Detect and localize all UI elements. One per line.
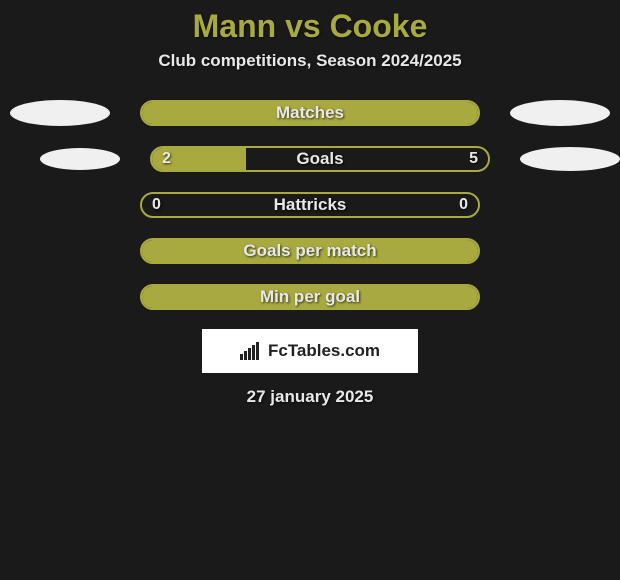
stat-row-goals: 2 Goals 5: [0, 145, 620, 173]
comparison-infographic: Mann vs Cooke Club competitions, Season …: [0, 0, 620, 407]
right-oval: [520, 147, 620, 171]
bars-icon: [240, 342, 262, 360]
footer-date: 27 january 2025: [0, 387, 620, 407]
page-title: Mann vs Cooke: [0, 8, 620, 45]
stat-row-hattricks: 0 Hattricks 0: [0, 191, 620, 219]
stat-bar: Goals per match: [140, 238, 480, 264]
left-spacer: [10, 284, 110, 310]
right-spacer: [510, 192, 610, 218]
stat-label: Min per goal: [142, 286, 478, 308]
left-spacer: [10, 238, 110, 264]
stat-label: Matches: [142, 102, 478, 124]
left-oval: [10, 100, 110, 126]
right-spacer: [510, 284, 610, 310]
page-subtitle: Club competitions, Season 2024/2025: [0, 51, 620, 71]
stat-value-right: 5: [469, 148, 478, 170]
stat-label: Hattricks: [142, 194, 478, 216]
stat-label: Goals per match: [142, 240, 478, 262]
stat-row-matches: Matches: [0, 99, 620, 127]
stat-value-right: 0: [459, 194, 468, 216]
left-oval: [40, 148, 120, 170]
stat-row-min-per-goal: Min per goal: [0, 283, 620, 311]
right-spacer: [510, 238, 610, 264]
stat-bar: 2 Goals 5: [150, 146, 490, 172]
stat-row-goals-per-match: Goals per match: [0, 237, 620, 265]
brand-text: FcTables.com: [268, 341, 380, 361]
left-spacer: [10, 192, 110, 218]
stat-bar: 0 Hattricks 0: [140, 192, 480, 218]
stat-label: Goals: [152, 148, 488, 170]
brand-badge: FcTables.com: [202, 329, 418, 373]
stat-bar: Min per goal: [140, 284, 480, 310]
right-oval: [510, 100, 610, 126]
stat-bar: Matches: [140, 100, 480, 126]
